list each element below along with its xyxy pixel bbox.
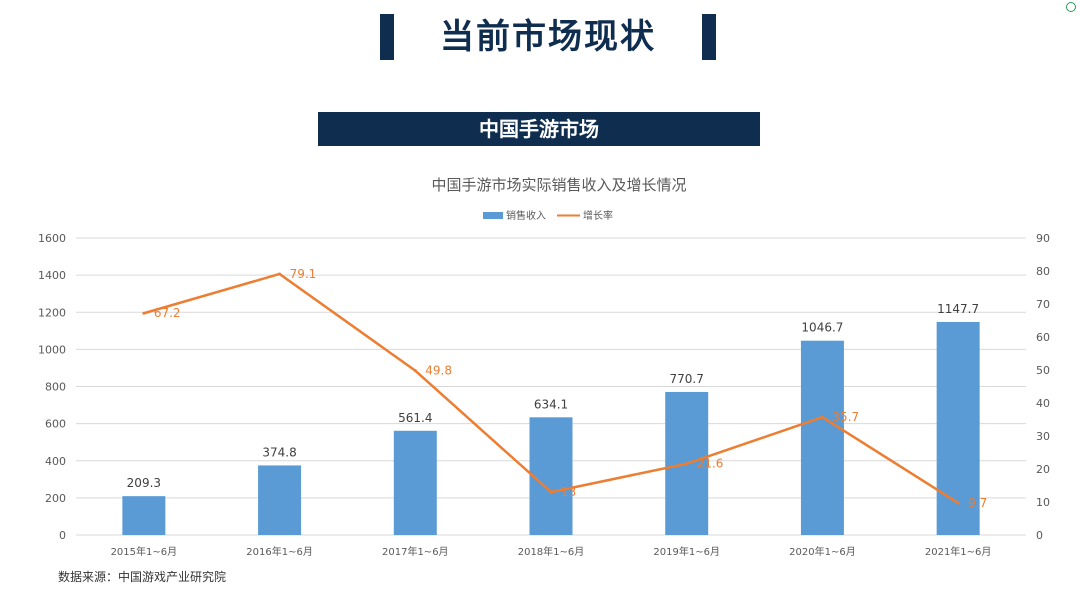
legend-swatch-sales bbox=[483, 212, 503, 219]
x-category-label: 2021年1~6月 bbox=[925, 545, 992, 558]
line-data-label: 35.7 bbox=[832, 410, 859, 424]
line-point-growth bbox=[685, 462, 689, 466]
line-data-label: 9.7 bbox=[968, 496, 987, 510]
y-left-tick-label: 600 bbox=[45, 418, 66, 431]
bar-data-label: 374.8 bbox=[262, 445, 296, 459]
x-category-label: 2018年1~6月 bbox=[518, 545, 585, 558]
bar-sales bbox=[258, 465, 302, 535]
chart-title: 中国手游市场实际销售收入及增长情况 bbox=[431, 176, 686, 194]
line-data-label: 79.1 bbox=[290, 267, 317, 281]
y-left-tick-label: 0 bbox=[59, 529, 66, 542]
line-point-growth bbox=[142, 311, 146, 315]
line-data-label: 21.6 bbox=[697, 457, 724, 471]
bar-data-label: 770.7 bbox=[670, 372, 704, 386]
section-banner: 中国手游市场 bbox=[318, 112, 760, 146]
bar-sales bbox=[800, 340, 844, 535]
x-category-label: 2017年1~6月 bbox=[382, 545, 449, 558]
bar-data-label: 634.1 bbox=[534, 397, 568, 411]
line-data-label: 67.2 bbox=[154, 306, 181, 320]
x-category-label: 2015年1~6月 bbox=[111, 545, 178, 558]
line-point-growth bbox=[413, 369, 417, 373]
x-category-label: 2016年1~6月 bbox=[246, 545, 313, 558]
y-right-tick-label: 70 bbox=[1036, 298, 1050, 311]
y-right-tick-label: 60 bbox=[1036, 331, 1050, 344]
y-right-tick-label: 10 bbox=[1036, 496, 1050, 509]
y-right-tick-label: 50 bbox=[1036, 364, 1050, 377]
bar-data-label: 1147.7 bbox=[937, 302, 979, 316]
x-category-label: 2020年1~6月 bbox=[789, 545, 856, 558]
y-right-tick-label: 90 bbox=[1036, 232, 1050, 245]
y-right-tick-label: 0 bbox=[1036, 529, 1043, 542]
y-left-tick-label: 1000 bbox=[38, 343, 66, 356]
y-left-tick-label: 1600 bbox=[38, 232, 66, 245]
page-header: 当前市场现状 bbox=[380, 12, 716, 62]
bar-data-label: 561.4 bbox=[398, 411, 432, 425]
y-right-tick-label: 40 bbox=[1036, 397, 1050, 410]
line-point-growth bbox=[549, 490, 553, 494]
bar-sales bbox=[936, 321, 980, 535]
y-right-tick-label: 80 bbox=[1036, 265, 1050, 278]
line-point-growth bbox=[820, 415, 824, 419]
page-title: 当前市场现状 bbox=[440, 17, 656, 57]
bar-data-label: 209.3 bbox=[127, 476, 161, 490]
title-right-bar bbox=[702, 14, 716, 60]
y-left-tick-label: 200 bbox=[45, 492, 66, 505]
y-left-tick-label: 1200 bbox=[38, 306, 66, 319]
corner-indicator bbox=[1066, 2, 1076, 12]
line-point-growth bbox=[278, 272, 282, 276]
y-left-tick-label: 400 bbox=[45, 455, 66, 468]
title-left-bar bbox=[380, 14, 394, 60]
legend-label-sales: 销售收入 bbox=[506, 209, 546, 222]
line-data-label: 13 bbox=[561, 485, 576, 499]
y-right-tick-label: 30 bbox=[1036, 430, 1050, 443]
y-left-tick-label: 1400 bbox=[38, 269, 66, 282]
line-point-growth bbox=[956, 501, 960, 505]
x-category-label: 2019年1~6月 bbox=[653, 545, 720, 558]
bar-sales bbox=[393, 430, 437, 535]
bar-sales bbox=[529, 417, 573, 535]
legend-label-growth: 增长率 bbox=[583, 209, 613, 222]
bar-sales bbox=[122, 496, 166, 535]
y-left-tick-label: 800 bbox=[45, 381, 66, 394]
y-right-tick-label: 20 bbox=[1036, 463, 1050, 476]
line-data-label: 49.8 bbox=[425, 364, 452, 378]
bar-data-label: 1046.7 bbox=[801, 321, 843, 335]
data-source-note: 数据来源：中国游戏产业研究院 bbox=[58, 570, 227, 584]
